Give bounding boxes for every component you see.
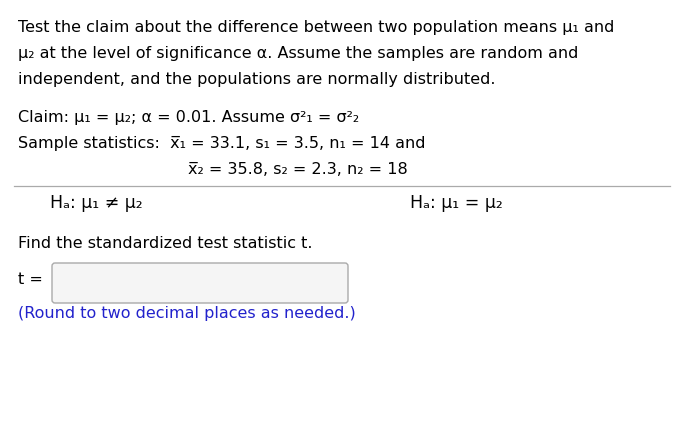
Text: x̅₂ = 35.8, s₂ = 2.3, n₂ = 18: x̅₂ = 35.8, s₂ = 2.3, n₂ = 18 <box>188 162 408 177</box>
Text: t =: t = <box>18 272 43 287</box>
Text: (Round to two decimal places as needed.): (Round to two decimal places as needed.) <box>18 306 356 321</box>
Text: Sample statistics:  x̅₁ = 33.1, s₁ = 3.5, n₁ = 14 and: Sample statistics: x̅₁ = 33.1, s₁ = 3.5,… <box>18 136 425 151</box>
Text: independent, and the populations are normally distributed.: independent, and the populations are nor… <box>18 72 495 87</box>
Text: Test the claim about the difference between two population means μ₁ and: Test the claim about the difference betw… <box>18 20 614 35</box>
FancyBboxPatch shape <box>52 263 348 303</box>
Text: Hₐ: μ₁ = μ₂: Hₐ: μ₁ = μ₂ <box>410 194 503 212</box>
Text: Find the standardized test statistic t.: Find the standardized test statistic t. <box>18 236 313 251</box>
Text: Claim: μ₁ = μ₂; α = 0.01. Assume σ²₁ = σ²₂: Claim: μ₁ = μ₂; α = 0.01. Assume σ²₁ = σ… <box>18 110 359 125</box>
Text: μ₂ at the level of significance α. Assume the samples are random and: μ₂ at the level of significance α. Assum… <box>18 46 579 61</box>
Text: Hₐ: μ₁ ≠ μ₂: Hₐ: μ₁ ≠ μ₂ <box>50 194 143 212</box>
